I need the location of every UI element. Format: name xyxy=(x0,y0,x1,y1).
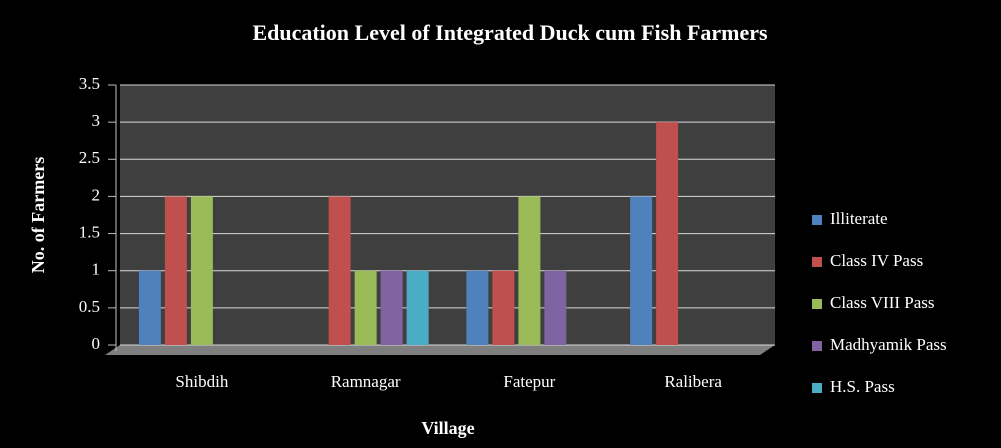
y-tick-label: 3 xyxy=(92,111,101,130)
x-tick-label: Ralibera xyxy=(664,372,722,391)
legend-swatch xyxy=(812,383,822,393)
y-tick-label: 2.5 xyxy=(79,148,100,167)
legend-label: Illiterate xyxy=(830,209,888,228)
bar xyxy=(190,196,213,345)
x-axis-title: Village xyxy=(421,418,474,438)
legend-swatch xyxy=(812,257,822,267)
bar xyxy=(492,270,515,345)
bar xyxy=(138,270,161,345)
legend-swatch xyxy=(812,341,822,351)
x-tick-label: Ramnagar xyxy=(331,372,401,391)
bar xyxy=(518,196,541,345)
legend-swatch xyxy=(812,215,822,225)
x-tick-label: Fatepur xyxy=(503,372,555,391)
y-axis-title: No. of Farmers xyxy=(28,157,48,273)
y-tick-label: 2 xyxy=(92,185,101,204)
bar xyxy=(544,270,567,345)
bar xyxy=(164,196,187,345)
legend-swatch xyxy=(812,299,822,309)
legend-label: Class IV Pass xyxy=(830,251,923,270)
legend-label: Class VIII Pass xyxy=(830,293,935,312)
bar xyxy=(656,122,679,346)
legend-label: H.S. Pass xyxy=(830,377,895,396)
bar xyxy=(354,270,377,345)
y-tick-label: 3.5 xyxy=(79,74,100,93)
y-tick-label: 0.5 xyxy=(79,297,100,316)
bar xyxy=(406,270,429,345)
floor xyxy=(105,345,775,355)
y-tick-label: 1.5 xyxy=(79,222,100,241)
bar xyxy=(380,270,403,345)
bar xyxy=(466,270,489,345)
y-tick-label: 0 xyxy=(92,334,101,353)
bar xyxy=(630,196,653,345)
y-tick-label: 1 xyxy=(92,260,101,279)
bar xyxy=(328,196,351,345)
x-tick-label: Shibdih xyxy=(175,372,228,391)
legend-label: Madhyamik Pass xyxy=(830,335,947,354)
chart-title: Education Level of Integrated Duck cum F… xyxy=(252,20,768,45)
